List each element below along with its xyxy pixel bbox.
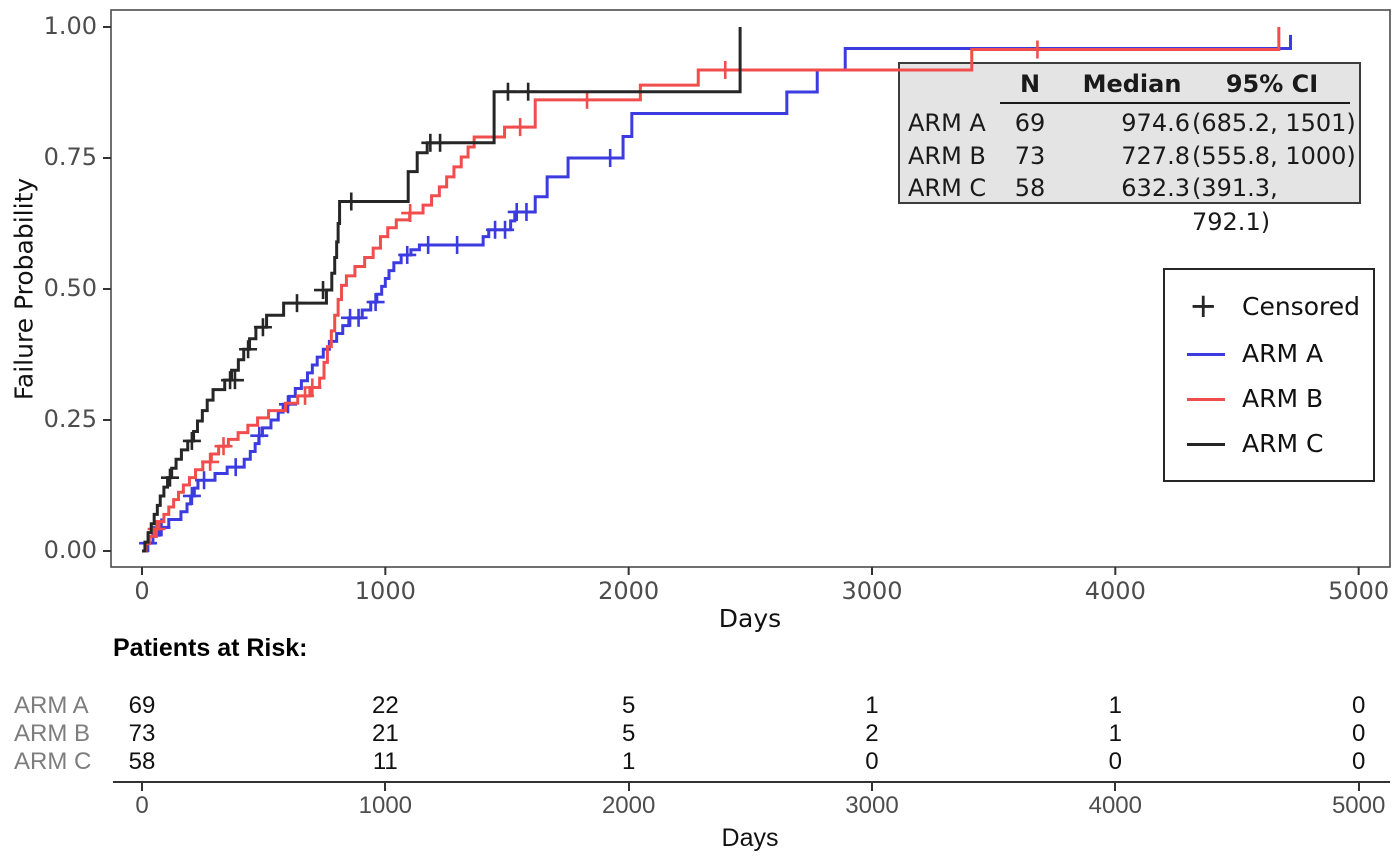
legend-item-arm-c: ARM C [1165, 424, 1373, 464]
stats-n-value: 69 [1014, 109, 1046, 137]
x-axis-tick-label: 5000 [1328, 577, 1390, 605]
risk-count: 1 [1108, 720, 1122, 747]
risk-count: 22 [371, 692, 399, 719]
risk-count: 0 [1108, 748, 1122, 775]
risk-tick-mark [870, 783, 873, 791]
stats-arm-label: ARM C [908, 174, 987, 202]
risk-count: 5 [621, 692, 636, 719]
stats-header-median: Median [1082, 70, 1182, 98]
legend-censored-label: Censored [1242, 292, 1360, 321]
risk-tick-label: 1000 [358, 792, 413, 819]
risk-arm-label: ARM B [14, 720, 91, 747]
legend-series-label: ARM B [1242, 384, 1324, 413]
risk-count: 73 [128, 720, 156, 747]
risk-count: 0 [1351, 692, 1366, 719]
risk-count: 5 [621, 720, 636, 747]
stats-arm-label: ARM A [908, 109, 986, 137]
risk-arm-label: ARM C [14, 748, 92, 775]
risk-axis-line [113, 781, 1390, 783]
risk-count: 1 [621, 748, 636, 775]
stats-header-ci: 95% CI [1225, 70, 1319, 98]
risk-tick-label: 4000 [1088, 792, 1142, 819]
x-axis-tick-label: 3000 [841, 577, 903, 605]
legend-line-swatch [1187, 353, 1225, 356]
stats-median-value: 632.3 [1121, 174, 1190, 202]
risk-tick-mark [627, 783, 630, 791]
risk-tick-mark [1114, 783, 1117, 791]
legend-item-censored: + Censored [1165, 287, 1373, 327]
risk-count: 0 [865, 748, 879, 775]
stats-ci-value: (555.8, 1000) [1192, 141, 1356, 170]
risk-tick-mark [384, 783, 387, 791]
risk-count: 1 [865, 692, 879, 719]
legend-line-swatch [1187, 398, 1225, 401]
risk-tick-mark [1357, 783, 1360, 791]
risk-count: 58 [128, 748, 156, 775]
survival-stats-table: N Median 95% CI ARM A 69 974.6 (685.2, 1501) AR… [898, 62, 1361, 236]
risk-count: 69 [128, 692, 156, 719]
x-axis-tick-label: 4000 [1084, 577, 1146, 605]
risk-count: 2 [865, 720, 879, 747]
x-axis-tick-label: 0 [134, 577, 150, 605]
risk-arm-label: ARM A [14, 692, 89, 719]
x-axis-tick-label: 1000 [354, 577, 416, 605]
y-axis-tick-label: 1.00 [43, 12, 97, 40]
stats-ci-value: (685.2, 1501) [1192, 109, 1356, 137]
x-axis-title: Days [718, 604, 782, 633]
risk-tick-label: 3000 [845, 792, 899, 819]
risk-tick-label: 5000 [1331, 792, 1386, 819]
y-axis-tick-label: 0.50 [43, 274, 97, 302]
stats-ci-value: (391.3, 792.1) [1192, 174, 1278, 236]
legend: + Censored ARM A ARM B ARM C [1163, 268, 1375, 482]
legend-series-label: ARM C [1242, 429, 1324, 458]
stats-median-value: 727.8 [1121, 141, 1190, 170]
stats-n-value: 73 [1014, 141, 1046, 170]
risk-tick-label: 2000 [601, 792, 656, 819]
risk-count: 0 [1351, 748, 1366, 775]
risk-count: 21 [371, 720, 399, 747]
y-axis-tick-label: 0.75 [43, 143, 97, 171]
survival-curve-arm-c [142, 27, 742, 553]
risk-axis-title: Days [721, 824, 779, 852]
risk-count: 1 [1108, 692, 1122, 719]
censored-plus-icon: + [1189, 286, 1218, 326]
risk-count: 11 [372, 748, 398, 775]
x-axis-tick-label: 2000 [598, 577, 660, 605]
y-axis-tick-label: 0.25 [43, 405, 97, 433]
legend-series-label: ARM A [1242, 339, 1324, 368]
risk-count: 0 [1351, 720, 1366, 747]
legend-item-arm-b: ARM B [1165, 379, 1373, 419]
stats-header-underline [1000, 102, 1350, 104]
risk-table-title: Patients at Risk: [113, 634, 308, 662]
risk-tick-mark [141, 783, 143, 791]
y-axis-tick-label: 0.00 [43, 536, 97, 564]
legend-line-swatch [1187, 443, 1225, 446]
stats-arm-label: ARM B [908, 141, 986, 170]
stats-header-n: N [1019, 70, 1041, 98]
stats-n-value: 58 [1014, 174, 1046, 202]
risk-tick-label: 0 [135, 792, 149, 819]
legend-item-arm-a: ARM A [1165, 334, 1373, 374]
stats-median-value: 974.6 [1121, 109, 1190, 137]
